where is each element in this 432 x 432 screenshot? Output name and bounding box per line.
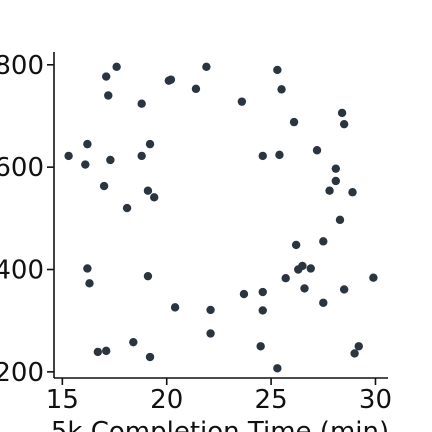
- data-point-49: [325, 186, 334, 195]
- data-point-55: [339, 285, 349, 294]
- data-point-37: [277, 85, 286, 94]
- data-point-54: [339, 119, 349, 129]
- data-point-45: [306, 264, 315, 273]
- data-point-24: [170, 303, 180, 312]
- data-point-32: [258, 287, 267, 297]
- data-point-29: [237, 97, 247, 106]
- data-point-27: [206, 305, 215, 315]
- data-point-35: [273, 65, 282, 75]
- data-point-21: [150, 193, 159, 202]
- x-tick-label: 25: [255, 385, 288, 415]
- y-ticks: 200 400 600 800: [0, 51, 54, 388]
- data-point-31: [258, 151, 267, 161]
- data-point-46: [312, 146, 322, 155]
- data-point-59: [369, 273, 378, 282]
- data-point-6: [93, 347, 103, 357]
- y-tick-label: 400: [0, 256, 44, 286]
- x-tick-label: 20: [150, 385, 183, 415]
- data-point-33: [258, 306, 267, 315]
- data-point-28: [206, 329, 215, 338]
- data-point-10: [106, 155, 115, 165]
- data-point-34: [256, 342, 265, 351]
- data-point-56: [348, 188, 357, 197]
- data-point-18: [145, 139, 155, 149]
- data-point-20: [145, 352, 155, 362]
- data-point-40: [289, 117, 299, 127]
- y-tick-label: 600: [0, 153, 44, 183]
- data-point-43: [298, 261, 307, 271]
- data-point-51: [331, 176, 341, 186]
- y-tick-label: 200: [0, 358, 44, 388]
- data-point-2: [83, 139, 92, 149]
- data-point-4: [83, 264, 92, 273]
- data-point-58: [354, 342, 363, 351]
- data-point-17: [143, 186, 153, 195]
- x-ticks: 15 20 25 30: [46, 378, 392, 415]
- data-point-5: [85, 279, 94, 288]
- data-point-38: [281, 274, 290, 283]
- data-point-25: [191, 84, 201, 94]
- data-point-53: [337, 108, 347, 118]
- points-layer: [64, 62, 378, 373]
- data-point-11: [101, 346, 111, 356]
- x-tick-label: 30: [359, 385, 392, 415]
- data-point-52: [335, 215, 345, 225]
- x-tick-label: 15: [46, 385, 79, 415]
- data-point-39: [273, 364, 282, 373]
- data-point-7: [99, 181, 109, 191]
- data-point-19: [143, 271, 153, 281]
- data-point-15: [137, 151, 146, 161]
- data-point-16: [137, 99, 146, 108]
- data-point-44: [300, 284, 309, 293]
- data-point-3: [81, 160, 90, 169]
- data-point-36: [275, 150, 284, 160]
- data-point-57: [350, 349, 359, 358]
- data-point-41: [291, 240, 301, 250]
- data-point-12: [112, 62, 121, 72]
- data-point-13: [122, 203, 132, 213]
- data-point-8: [101, 72, 111, 81]
- data-point-14: [129, 337, 138, 347]
- data-point-23: [166, 75, 176, 84]
- data-point-48: [319, 298, 328, 307]
- data-point-50: [331, 164, 341, 173]
- data-point-26: [202, 62, 211, 72]
- data-point-1: [64, 151, 73, 161]
- data-point-30: [239, 289, 249, 299]
- y-tick-label: 800: [0, 51, 44, 81]
- x-axis-label: 5k Completion Time (min): [51, 417, 389, 432]
- data-point-9: [104, 91, 113, 100]
- data-point-47: [319, 237, 328, 246]
